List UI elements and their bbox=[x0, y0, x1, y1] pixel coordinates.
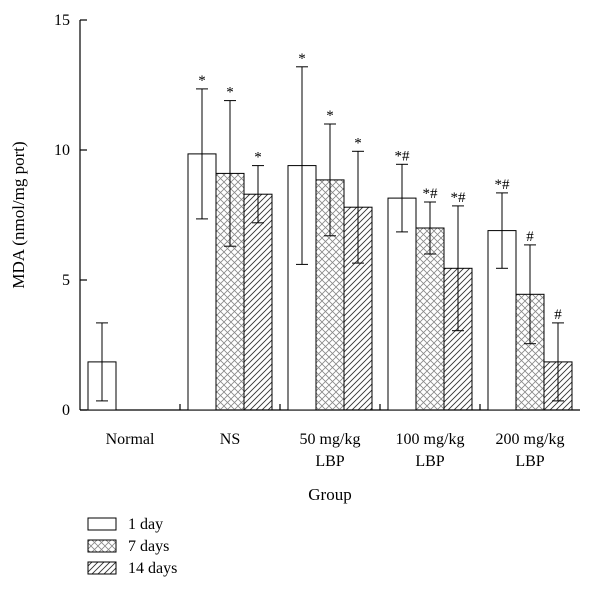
axes: MDA (nmol/mg port) Group bbox=[9, 20, 580, 504]
legend-swatch bbox=[87, 517, 117, 531]
legend-label: 7 days bbox=[128, 538, 169, 555]
bar bbox=[415, 227, 445, 411]
legend-swatch bbox=[87, 561, 117, 575]
y-tick-label: 15 bbox=[54, 12, 70, 29]
x-tick-label: NS bbox=[220, 431, 240, 448]
significance-mark: * bbox=[326, 108, 334, 124]
significance-mark: *# bbox=[495, 177, 511, 193]
legend-label: 14 days bbox=[128, 560, 177, 577]
x-tick-label: 50 mg/kg bbox=[300, 431, 361, 448]
x-tick-label: 100 mg/kg bbox=[396, 431, 465, 448]
significance-mark: # bbox=[526, 229, 534, 245]
x-tick-label: LBP bbox=[415, 453, 444, 470]
y-tick-label: 0 bbox=[62, 402, 70, 419]
bars: * * * * * * *# *# *# *# # # bbox=[87, 51, 573, 411]
y-tick-label: 10 bbox=[54, 142, 70, 159]
ticks: 0 5 10 15 Normal NS 50 mg/kg LBP 100 mg/kg LBP 200… bbox=[54, 12, 564, 470]
bar bbox=[387, 197, 417, 411]
significance-mark: *# bbox=[395, 148, 411, 164]
y-tick-label: 5 bbox=[62, 272, 70, 289]
y-axis-title: MDA (nmol/mg port) bbox=[9, 141, 28, 288]
significance-mark: *# bbox=[451, 190, 467, 206]
x-tick-label: LBP bbox=[315, 453, 344, 470]
significance-mark: * bbox=[354, 135, 362, 151]
significance-mark: *# bbox=[423, 186, 439, 202]
legend-label: 1 day bbox=[128, 516, 163, 533]
legend: 1 day 7 days 14 days bbox=[87, 516, 177, 577]
significance-mark: * bbox=[198, 73, 206, 89]
x-tick-label: Normal bbox=[106, 431, 155, 448]
x-axis-title: Group bbox=[308, 485, 351, 504]
significance-mark: * bbox=[226, 85, 234, 101]
x-tick-label: LBP bbox=[515, 453, 544, 470]
significance-mark: * bbox=[298, 51, 306, 67]
legend-swatch bbox=[87, 539, 117, 553]
x-tick-label: 200 mg/kg bbox=[496, 431, 565, 448]
bar bbox=[243, 193, 273, 411]
significance-mark: * bbox=[254, 150, 262, 166]
significance-mark: # bbox=[554, 307, 562, 323]
